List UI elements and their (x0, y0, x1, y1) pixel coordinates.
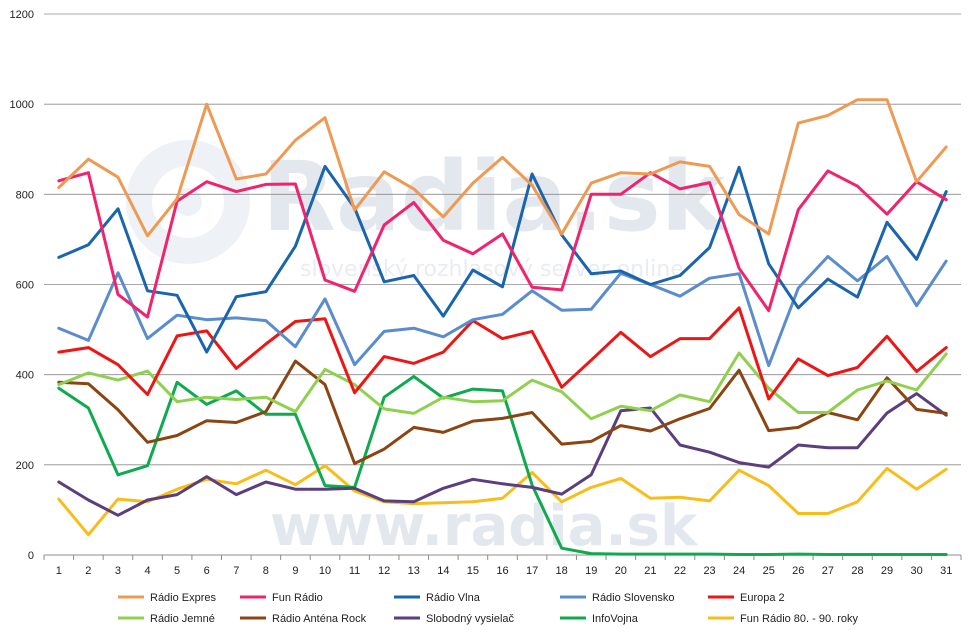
legend-label: Europa 2 (740, 592, 785, 604)
x-tick-label: 25 (763, 565, 775, 577)
legend-item: Rádio Vlna (394, 592, 481, 604)
x-tick-label: 5 (174, 565, 180, 577)
radia-logo-mark (126, 140, 250, 264)
legend-label: Rádio Vlna (426, 592, 481, 604)
x-tick-label: 30 (911, 565, 923, 577)
series-line-8 (57, 392, 948, 517)
x-tick-label: 6 (204, 565, 210, 577)
x-tick-label: 21 (644, 565, 656, 577)
series-line-4 (57, 255, 948, 368)
legend-label: Rádio Slovensko (592, 592, 675, 604)
y-tick-label: 600 (16, 280, 34, 292)
x-tick-label: 9 (292, 565, 298, 577)
x-tick-label: 11 (349, 565, 360, 577)
x-tick-label: 8 (263, 565, 269, 577)
y-tick-label: 200 (16, 460, 34, 472)
legend-label: Rádio Jemné (150, 613, 215, 625)
x-tick-label: 13 (408, 565, 420, 577)
series-line-2 (57, 169, 948, 319)
legend: Rádio Expres Fun Rádio Rádio Vlna Rádio Slo… (118, 592, 859, 625)
series-lines (57, 98, 948, 556)
series-line-6 (57, 351, 948, 421)
legend-item: InfoVojna (560, 613, 639, 625)
x-tick-label: 14 (437, 565, 449, 577)
legend-item: Rádio Expres (118, 592, 217, 604)
series-line-10 (57, 464, 948, 537)
series-line-7 (57, 359, 948, 465)
legend-item: Europa 2 (708, 592, 785, 604)
x-tick-label: 3 (115, 565, 121, 577)
legend-label: Slobodný vysielač (426, 613, 515, 625)
legend-label: Fun Rádio (272, 592, 323, 604)
y-tick-label: 800 (16, 189, 34, 201)
x-tick-label: 12 (378, 565, 390, 577)
x-tick-label: 17 (526, 565, 538, 577)
series-line-1 (57, 98, 948, 238)
x-tick-label: 26 (792, 565, 804, 577)
series-line-9 (57, 375, 948, 556)
x-tick-label: 31 (940, 565, 952, 577)
legend-label: Rádio Expres (150, 592, 217, 604)
series-line-3 (57, 164, 948, 354)
y-tick-label: 1000 (10, 99, 34, 111)
x-tick-label: 15 (467, 565, 479, 577)
legend-item: Fun Rádio 80. - 90. roky (708, 613, 859, 625)
watermark-tagline: slovenský rozhlasový server online (300, 257, 684, 282)
watermark-logo-text: Radia.sk (262, 141, 727, 253)
legend-label: InfoVojna (592, 613, 639, 625)
x-tick-label: 10 (319, 565, 331, 577)
x-tick-label: 29 (881, 565, 893, 577)
x-tick-label: 19 (585, 565, 597, 577)
y-tick-label: 1200 (10, 9, 34, 21)
x-tick-label: 1 (56, 565, 62, 577)
x-tick-label: 7 (233, 565, 239, 577)
x-tick-label: 22 (674, 565, 686, 577)
legend-label: Rádio Anténa Rock (272, 613, 367, 625)
legend-item: Rádio Anténa Rock (240, 613, 367, 625)
x-tick-label: 18 (556, 565, 568, 577)
legend-item: Fun Rádio (240, 592, 323, 604)
x-tick-label: 20 (615, 565, 627, 577)
legend-item: Rádio Slovensko (560, 592, 675, 604)
x-tick-label: 4 (144, 565, 150, 577)
x-tick-label: 2 (85, 565, 91, 577)
x-tick-label: 27 (822, 565, 834, 577)
series-line-5 (57, 306, 948, 401)
watermark-footer: www.radia.sk (270, 494, 699, 559)
legend-label: Fun Rádio 80. - 90. roky (740, 613, 859, 625)
x-tick-label: 16 (496, 565, 508, 577)
legend-item: Slobodný vysielač (394, 613, 515, 625)
x-tick-label: 24 (733, 565, 745, 577)
x-tick-label: 23 (703, 565, 715, 577)
y-tick-label: 400 (16, 370, 34, 382)
x-tick-label: 28 (851, 565, 863, 577)
y-tick-label: 0 (28, 550, 34, 562)
legend-item: Rádio Jemné (118, 613, 215, 625)
